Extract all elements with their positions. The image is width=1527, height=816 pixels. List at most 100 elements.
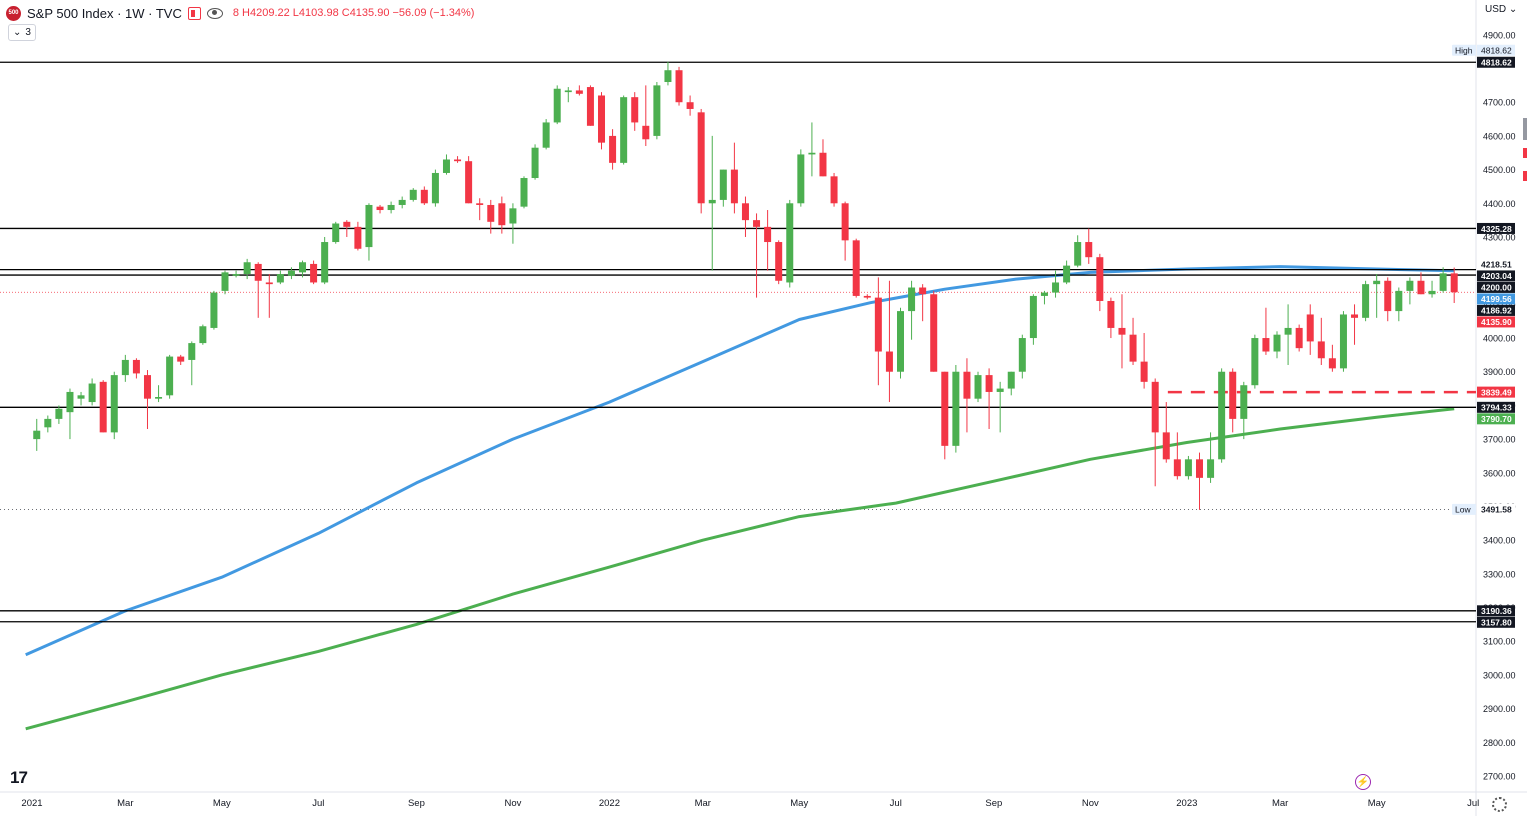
y-tick-label: 4500.00 — [1483, 165, 1516, 175]
candle-down — [741, 203, 749, 221]
candle-down — [686, 102, 694, 109]
candle-down — [132, 359, 140, 374]
y-tick-label: 4400.00 — [1483, 199, 1516, 209]
chevron-down-icon: ⌄ — [1508, 4, 1518, 15]
price-tag-label: 3190.36 — [1481, 606, 1512, 616]
candle-up — [398, 199, 406, 205]
candle-up — [974, 375, 982, 399]
candle-down — [1162, 432, 1170, 460]
candle-up — [509, 208, 517, 224]
price-tag-bg — [1477, 316, 1515, 328]
candle-down — [1306, 314, 1314, 342]
price-tag-label: 3491.58 — [1481, 505, 1512, 515]
candle-up — [808, 152, 816, 155]
candle-down — [1262, 338, 1270, 352]
candle-down — [99, 381, 107, 433]
price-tag-label: 4818.62 — [1481, 58, 1512, 68]
candle-up — [1007, 371, 1015, 389]
candle-up — [276, 274, 284, 283]
candle-down — [487, 204, 495, 222]
candle-down — [1328, 358, 1336, 369]
candle-down — [941, 371, 949, 446]
y-tick-label: 3600.00 — [1483, 468, 1516, 478]
price-tag-bg — [1477, 503, 1515, 515]
candle-up — [1040, 292, 1048, 296]
x-tick-label: Mar — [117, 798, 133, 809]
chevron-down-icon: ⌄ — [13, 27, 22, 38]
candle-up — [431, 172, 439, 204]
symbol-title[interactable]: S&P 500 Index · 1W · TVC — [27, 5, 182, 21]
candle-down — [1317, 341, 1325, 359]
y-tick-label: 3700.00 — [1483, 435, 1516, 445]
candle-up — [1406, 280, 1414, 291]
candle-up — [1074, 242, 1082, 266]
symbol-legend: 500 S&P 500 Index · 1W · TVC 8 H4209.22 … — [6, 3, 474, 23]
indicators-toggle-button[interactable]: ⌄ 3 — [8, 24, 36, 41]
candle-down — [1096, 257, 1104, 301]
candle-up — [332, 223, 340, 243]
candle-down — [675, 70, 683, 103]
candle-down — [575, 90, 583, 94]
y-tick-label: 2800.00 — [1483, 738, 1516, 748]
x-tick-label: Sep — [408, 798, 425, 809]
price-tag-label: 3790.70 — [1481, 414, 1512, 424]
price-tag-bg — [1477, 281, 1515, 293]
candle-down — [753, 220, 761, 227]
candle-down — [420, 189, 428, 204]
y-tick-label: 2700.00 — [1483, 772, 1516, 782]
candle-down — [764, 226, 772, 243]
x-tick-label: Mar — [695, 798, 711, 809]
moving-average-green-line — [25, 407, 1455, 731]
x-tick-label: 2022 — [599, 798, 620, 809]
candle-up — [232, 274, 240, 276]
candle-up — [121, 359, 129, 376]
candle-down — [819, 152, 827, 177]
candle-down — [1140, 361, 1148, 382]
price-tag-bg — [1477, 386, 1515, 398]
gear-icon[interactable] — [1492, 797, 1507, 812]
candle-down — [1195, 459, 1203, 478]
symbol-logo: 500 — [6, 5, 21, 21]
y-tick-label: 4100.00 — [1483, 300, 1516, 310]
candle-up — [708, 199, 716, 204]
y-tick-label: 4600.00 — [1483, 131, 1516, 141]
price-tag-prefix-bg — [1452, 503, 1476, 515]
candle-down — [863, 295, 871, 298]
y-tick-label: 2900.00 — [1483, 704, 1516, 714]
x-tick-label: Nov — [504, 798, 521, 809]
candle-down — [143, 375, 151, 399]
x-tick-label: Sep — [985, 798, 1002, 809]
candle-up — [1428, 290, 1436, 295]
candle-down — [775, 242, 783, 281]
candle-down — [254, 263, 262, 281]
candle-down — [1151, 381, 1159, 433]
price-tag-label: 4186.92 — [1481, 306, 1512, 316]
candle-down — [642, 125, 650, 140]
y-tick-label: 3900.00 — [1483, 367, 1516, 377]
candle-up — [321, 242, 329, 283]
candle-up — [1251, 338, 1259, 386]
price-tag-label: 3157.80 — [1481, 618, 1512, 628]
ohlc-values: 8 H4209.22 L4103.98 C4135.90 −56.09 (−1.… — [232, 7, 475, 19]
candle-down — [730, 169, 738, 204]
candle-up — [531, 147, 539, 179]
price-tag-label: 4199.56 — [1481, 294, 1512, 304]
x-tick-label: Mar — [1272, 798, 1288, 809]
candle-up — [719, 169, 727, 200]
candle-up — [908, 287, 916, 312]
candle-up — [952, 371, 960, 446]
eye-icon[interactable] — [206, 7, 223, 19]
indicator-count: 3 — [25, 27, 31, 38]
candle-up — [1284, 327, 1292, 335]
flag-icon[interactable] — [187, 6, 201, 20]
moving-average-blue-line — [25, 265, 1455, 657]
price-tag-label: 4203.04 — [1481, 271, 1512, 281]
candle-up — [243, 262, 251, 275]
tradingview-logo-icon[interactable]: 17 — [10, 768, 28, 787]
y-tick-label: 4700.00 — [1483, 98, 1516, 108]
y-tick-label: 4000.00 — [1483, 334, 1516, 344]
candle-up — [409, 189, 417, 200]
lightning-icon[interactable]: ⚡ — [1355, 774, 1371, 790]
currency-selector[interactable]: USD ⌄ — [1485, 4, 1517, 15]
